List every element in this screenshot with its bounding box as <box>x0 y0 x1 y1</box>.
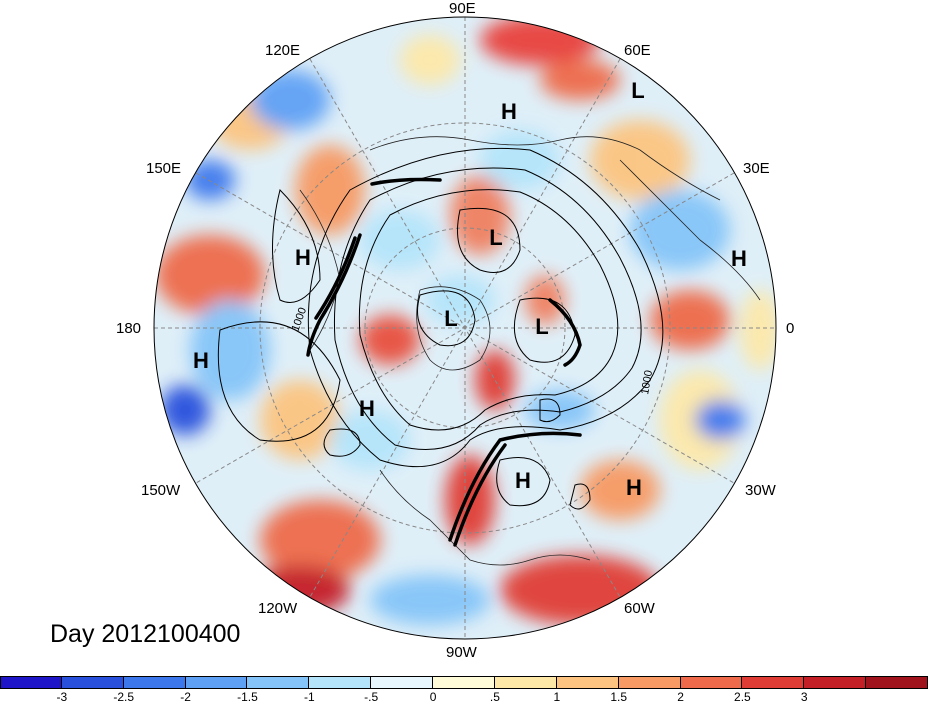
pressure-center-high: H <box>515 468 531 493</box>
colorbar-tick-label: -2 <box>180 690 191 704</box>
lon-label-60e: 60E <box>624 42 651 59</box>
colorbar-box <box>123 676 186 689</box>
lon-label-180: 180 <box>116 320 142 337</box>
colorbar-tick-label: -1 <box>303 690 315 704</box>
pressure-center-low: L <box>489 225 503 250</box>
pressure-center-high: H <box>193 348 209 373</box>
pressure-center-low: L <box>631 78 645 103</box>
colorbar-box <box>742 676 805 689</box>
colorbar-box <box>371 676 434 689</box>
lon-label-120w: 120W <box>258 600 298 617</box>
pressure-center-high: H <box>295 245 311 270</box>
colorbar-tick-label: -2.5 <box>113 690 135 704</box>
colorbar-box <box>618 676 681 689</box>
pressure-center-low: L <box>535 314 549 339</box>
isobars <box>217 147 664 510</box>
graticule <box>154 17 776 639</box>
colorbar-box <box>804 676 867 689</box>
coastlines <box>299 136 761 566</box>
pressure-center-high: H <box>626 475 642 500</box>
pressure-center-high: H <box>501 99 517 124</box>
lon-label-150e: 150E <box>146 160 182 177</box>
colorbar-tick-label: .5 <box>489 690 500 704</box>
colorbar-tick-label: 2.5 <box>734 690 751 704</box>
map-boundary <box>153 16 777 640</box>
colorbar-box <box>309 676 372 689</box>
colorbar: -3 -2.5 -2 -1.5 -1 -.5 0 .5 1 1.5 2 2.5 3 <box>0 676 928 704</box>
colorbar-box <box>680 676 743 689</box>
lon-label-150w: 150W <box>141 482 181 499</box>
colorbar-tick-label: -3 <box>56 690 68 704</box>
colorbar-tick-label: -1.5 <box>237 690 258 704</box>
date-label: Day 2012100400 <box>50 620 241 648</box>
colorbar-box <box>0 676 62 689</box>
colorbar-tick-label: 3 <box>800 690 808 704</box>
colorbar-tick-label: 0 <box>429 690 437 704</box>
lon-label-90e: 90E <box>449 0 476 17</box>
colorbar-box <box>433 676 495 689</box>
jet-streaks <box>306 177 582 547</box>
lon-label-90w: 90W <box>446 644 477 661</box>
colorbar-box <box>61 676 124 689</box>
lon-label-0: 0 <box>786 320 795 337</box>
lon-label-30e: 30E <box>743 160 770 177</box>
pressure-center-high: H <box>359 396 375 421</box>
colorbar-box <box>185 676 248 689</box>
colorbar-tick-label: 2 <box>677 690 684 704</box>
contour-label-2: 1000 <box>639 369 655 395</box>
polar-stereographic-map: 1000 1000 <box>153 16 777 640</box>
lon-label-30w: 30W <box>745 482 776 499</box>
colorbar-box <box>556 676 619 689</box>
anomaly-field <box>154 17 776 639</box>
colorbar-box <box>247 676 310 689</box>
pressure-center-low: L <box>444 306 458 331</box>
colorbar-box <box>866 676 928 689</box>
pressure-center-high: H <box>731 246 747 271</box>
colorbar-box <box>494 676 557 689</box>
lon-label-60w: 60W <box>624 600 655 617</box>
lon-label-120e: 120E <box>265 42 301 59</box>
colorbar-tick-label: 1.5 <box>610 690 627 704</box>
colorbar-tick-label: -.5 <box>364 690 379 704</box>
colorbar-tick-label: 1 <box>553 690 561 704</box>
